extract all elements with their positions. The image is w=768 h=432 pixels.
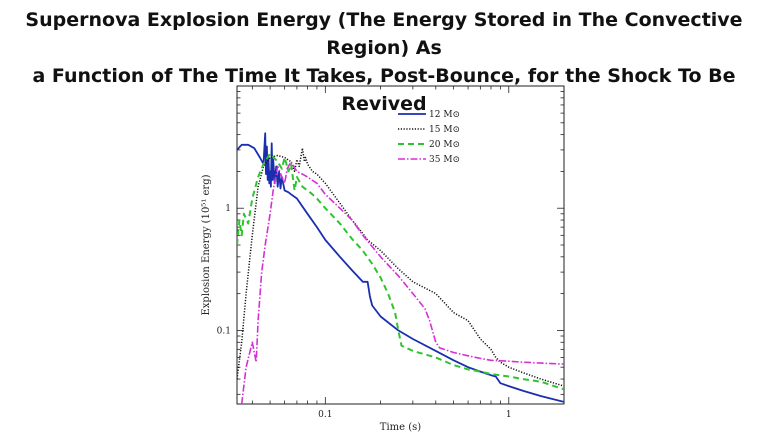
legend: 12 M⊙ 15 M⊙ 20 M⊙ 35 M⊙ (398, 110, 460, 165)
series-line-1 (237, 132, 564, 403)
series-line-4 (240, 160, 564, 404)
x-tick-label: 1 (506, 410, 512, 420)
plot-frame (236, 85, 565, 405)
chart-title-line-2: a Function of The Time It Takes, Post-Bo… (32, 65, 736, 115)
y-tick-label: 1 (225, 204, 231, 214)
y-axis-label: Explosion Energy (10⁵¹ erg) (201, 174, 212, 315)
series-lines (237, 132, 564, 404)
legend-label-4: 35 M⊙ (429, 155, 460, 165)
x-tick-label: 0.1 (318, 410, 332, 420)
legend-label-3: 20 M⊙ (429, 140, 460, 150)
series-line-3 (237, 152, 564, 391)
chart-title-line-1: Supernova Explosion Energy (The Energy S… (25, 9, 743, 59)
axis-ticks: 0.1 1 0.1 1 (217, 85, 565, 420)
legend-label-1: 12 M⊙ (429, 110, 460, 120)
x-axis-label: Time (s) (380, 422, 421, 432)
legend-label-2: 15 M⊙ (429, 125, 460, 135)
series-line-2 (237, 147, 564, 387)
y-tick-label: 0.1 (217, 326, 231, 336)
